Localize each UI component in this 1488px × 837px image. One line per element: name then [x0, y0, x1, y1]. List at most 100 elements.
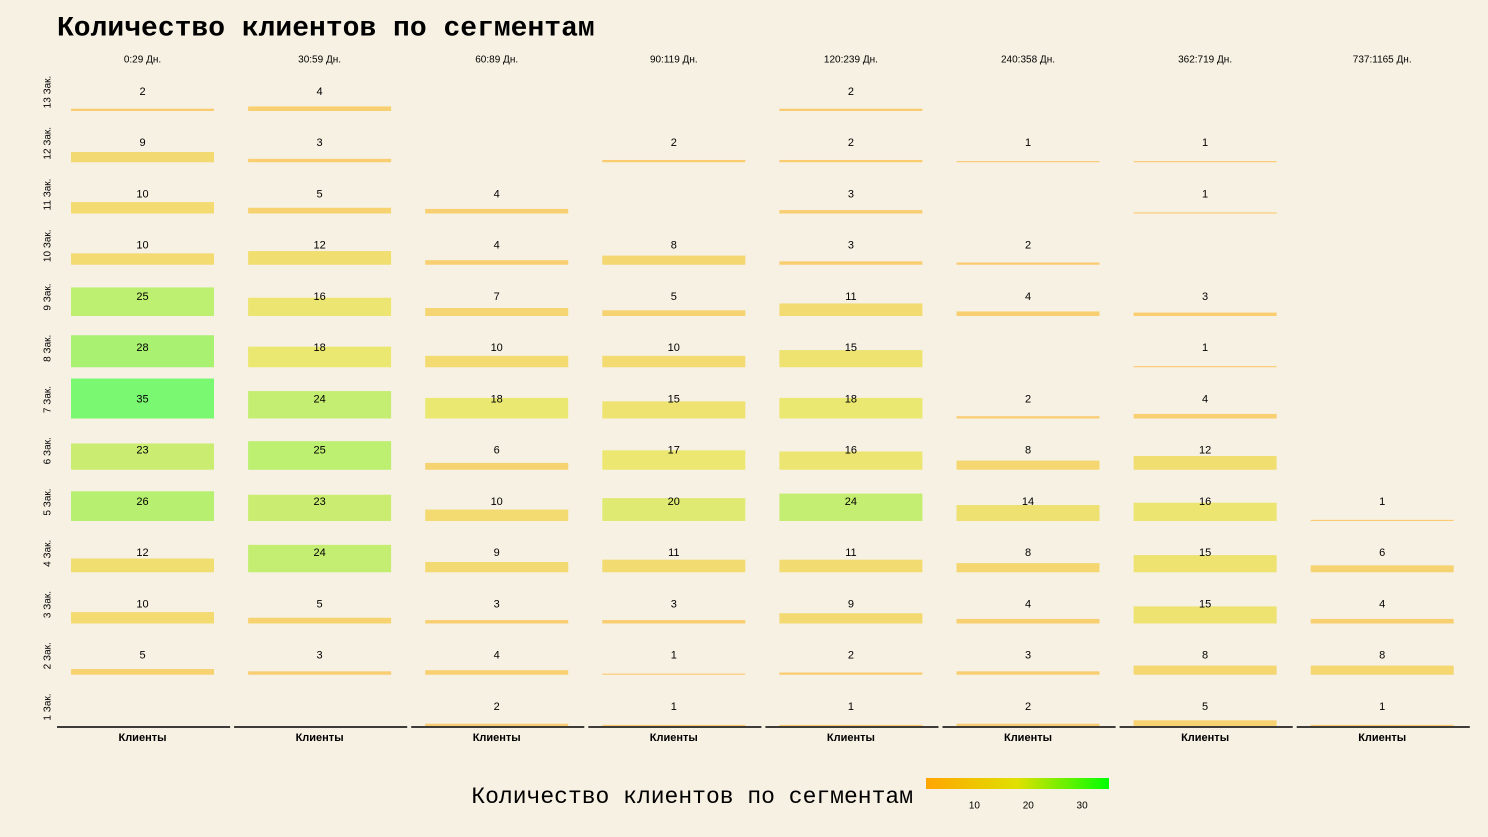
value-label: 20: [668, 496, 680, 508]
bar: [425, 308, 569, 316]
bar: [71, 202, 214, 214]
bar: [1133, 606, 1277, 624]
bar: [956, 262, 1100, 265]
value-label: 1: [1025, 137, 1031, 149]
value-label: 17: [668, 445, 680, 457]
value-label: 5: [139, 650, 145, 662]
value-label: 10: [491, 496, 503, 508]
value-label: 35: [136, 393, 148, 405]
column-header: 240:358 Дн.: [1001, 55, 1055, 66]
bar: [71, 378, 214, 419]
bar: [779, 350, 923, 368]
bar: [1133, 720, 1277, 726]
legend-colorbar: [926, 778, 1109, 789]
value-label: 1: [848, 701, 854, 713]
value-label: 8: [1025, 547, 1031, 559]
value-label: 3: [848, 240, 854, 252]
value-label: 3: [317, 650, 323, 662]
value-label: 24: [313, 547, 325, 559]
bar: [425, 509, 569, 521]
bar: [956, 161, 1100, 163]
value-label: 18: [313, 342, 325, 354]
chart-title: Количество клиентов по сегментам: [57, 13, 595, 44]
bar: [779, 303, 923, 316]
value-label: 15: [668, 393, 680, 405]
bar: [602, 255, 746, 265]
bar: [248, 106, 392, 111]
bar: [602, 355, 746, 368]
row-label: 11 Зак.: [43, 179, 54, 211]
bar: [779, 108, 923, 111]
value-label: 2: [139, 86, 145, 98]
legend-tick-label: 30: [1077, 801, 1089, 812]
bar: [602, 159, 746, 163]
x-axis-label: Клиенты: [650, 732, 698, 744]
value-label: 10: [491, 342, 503, 354]
bar: [248, 671, 392, 675]
bar: [248, 158, 392, 163]
value-label: 3: [317, 137, 323, 149]
value-label: 24: [845, 496, 857, 508]
value-label: 3: [671, 598, 677, 610]
x-axis-label: Клиенты: [118, 732, 166, 744]
value-label: 12: [1199, 445, 1211, 457]
value-label: 2: [848, 137, 854, 149]
value-label: 1: [671, 701, 677, 713]
value-label: 12: [313, 240, 325, 252]
value-label: 26: [136, 496, 148, 508]
bar: [1310, 519, 1454, 521]
bar: [1133, 366, 1277, 368]
bar: [602, 450, 746, 470]
column-header: 120:239 Дн.: [824, 55, 878, 66]
value-label: 6: [1379, 547, 1385, 559]
bar: [425, 355, 569, 368]
bar: [602, 498, 746, 521]
bar: [779, 397, 923, 419]
bar: [71, 287, 214, 316]
x-axis-label: Клиенты: [1358, 732, 1406, 744]
value-label: 11: [668, 547, 679, 559]
bar: [779, 451, 923, 470]
row-label: 7 Зак.: [43, 386, 54, 413]
bar: [71, 253, 214, 265]
value-label: 5: [1202, 701, 1208, 713]
value-label: 18: [845, 393, 857, 405]
bar: [1310, 665, 1454, 675]
x-axis-label: Клиенты: [1181, 732, 1229, 744]
bar: [71, 669, 214, 675]
bar: [779, 261, 923, 265]
value-label: 2: [1025, 240, 1031, 252]
bar: [248, 441, 392, 470]
bar: [71, 335, 214, 368]
bar: [779, 210, 923, 214]
value-label: 2: [1025, 701, 1031, 713]
value-label: 10: [136, 240, 148, 252]
bar: [956, 311, 1100, 316]
bar: [602, 310, 746, 316]
value-label: 1: [1202, 342, 1208, 354]
value-label: 7: [494, 291, 500, 303]
bar: [1133, 212, 1277, 214]
bar: [248, 207, 392, 214]
value-label: 24: [313, 393, 325, 405]
value-label: 1: [1379, 496, 1385, 508]
value-label: 3: [494, 598, 500, 610]
value-label: 3: [1025, 650, 1031, 662]
bar: [602, 401, 746, 419]
bar: [425, 670, 569, 675]
value-label: 9: [139, 137, 145, 149]
row-label: 9 Зак.: [43, 283, 54, 310]
value-label: 18: [491, 393, 503, 405]
row-label: 4 Зак.: [43, 540, 54, 567]
bar: [248, 494, 392, 521]
value-label: 15: [845, 342, 857, 354]
value-label: 4: [1025, 598, 1031, 610]
value-label: 9: [848, 598, 854, 610]
bar: [779, 559, 923, 573]
bar: [1133, 413, 1277, 419]
value-label: 1: [1202, 137, 1208, 149]
value-label: 14: [1022, 496, 1034, 508]
value-label: 4: [1202, 393, 1208, 405]
column-header: 737:1165 Дн.: [1353, 55, 1412, 66]
bar: [425, 260, 569, 265]
